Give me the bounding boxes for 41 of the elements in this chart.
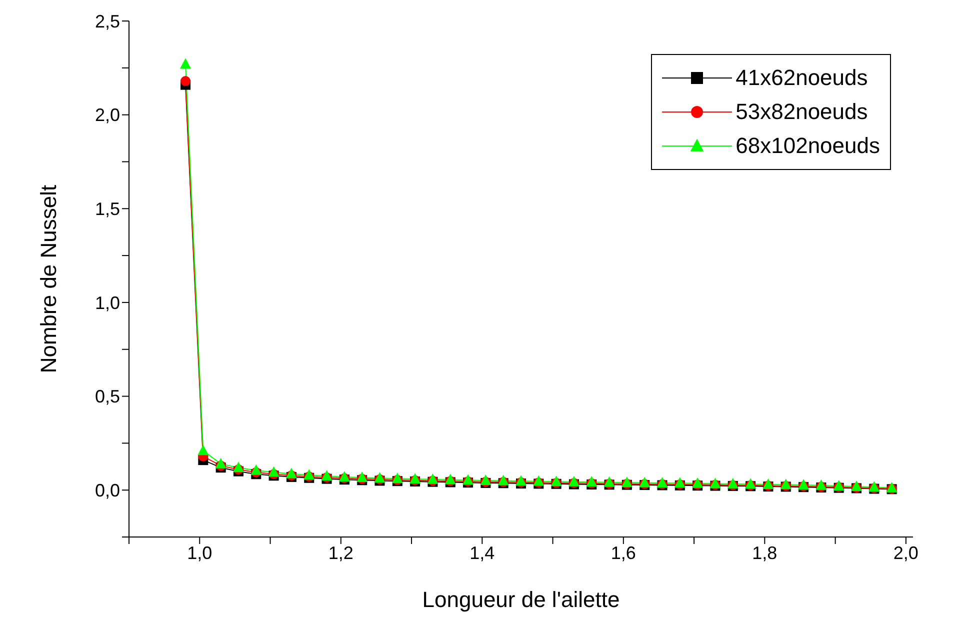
point: [180, 76, 191, 86]
legend-label: 68x102noeuds: [736, 133, 880, 159]
y-tick-label: 2,5: [94, 11, 120, 32]
point: [232, 462, 244, 472]
legend-label: 41x62noeuds: [736, 65, 868, 91]
point: [762, 478, 774, 489]
y-tick-label: 2,0: [94, 105, 120, 126]
point: [444, 474, 456, 484]
point: [180, 58, 192, 69]
y-tick-label: 1,5: [94, 199, 120, 220]
point: [692, 477, 704, 488]
x-tick-label: 1,4: [470, 542, 495, 563]
point: [604, 476, 615, 487]
point: [568, 476, 580, 486]
point: [321, 470, 332, 481]
y-tick-label: 0,5: [94, 386, 120, 407]
point: [268, 466, 280, 477]
point: [727, 478, 738, 488]
point: [215, 458, 226, 468]
point: [833, 480, 844, 490]
point: [427, 473, 438, 484]
x-tick-label: 2,0: [893, 542, 918, 563]
point: [656, 476, 668, 488]
y-axis-title: Nombre de Nusselt: [36, 184, 61, 374]
legend-label: 53x82noeuds: [736, 99, 868, 125]
y-tick-label: 0,0: [94, 480, 120, 500]
x-tick-label: 1,0: [187, 542, 212, 563]
y-tick-label: 1,0: [94, 292, 120, 313]
x-tick-label: 1,6: [610, 542, 636, 563]
x-tick-label: 1,2: [328, 542, 354, 563]
point: [286, 468, 297, 478]
point: [639, 476, 650, 488]
point: [250, 464, 262, 475]
x-tick-label: 1,8: [752, 542, 778, 563]
point: [304, 469, 315, 480]
point: [816, 479, 827, 490]
point: [338, 470, 350, 482]
x-axis-title: Longueur de l'ailette: [422, 587, 620, 612]
point: [498, 474, 509, 486]
point: [533, 475, 544, 486]
point: [198, 444, 209, 456]
